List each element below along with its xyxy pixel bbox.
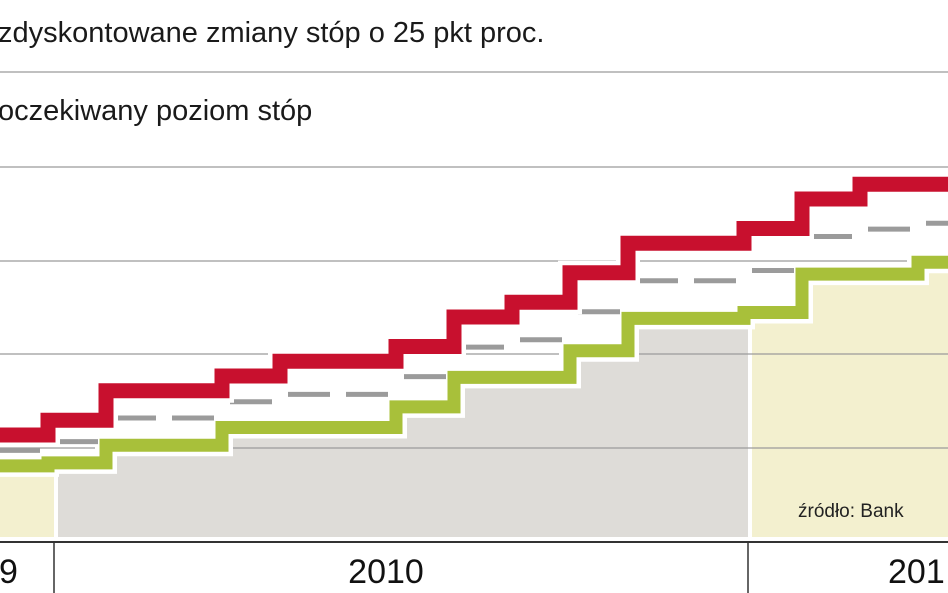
x-tick-label-2009: 9: [0, 553, 18, 591]
x-tick-label-2011: 201: [888, 553, 945, 591]
expected-series-line: [0, 255, 948, 473]
x-tick-label-2010: 2010: [348, 553, 424, 591]
series: [0, 172, 948, 477]
legend-label-discounted: zdyskontowane zmiany stóp o 25 pkt proc.: [0, 17, 544, 49]
background-region-1: [0, 462, 54, 537]
source-note: źródło: Bank: [798, 501, 904, 522]
background-region-3: [752, 262, 948, 537]
legend-label-expected: oczekiwany poziom stóp: [0, 95, 312, 127]
discounted-series-line: [0, 176, 948, 443]
